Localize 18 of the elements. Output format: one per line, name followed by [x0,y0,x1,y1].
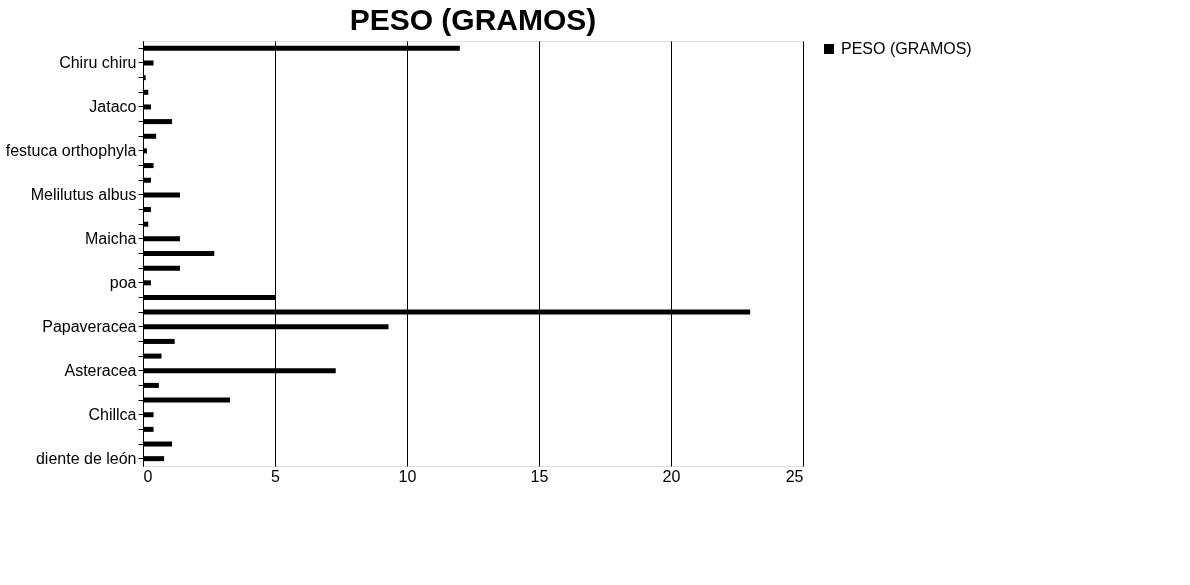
chart-title: PESO (GRAMOS) [349,2,597,36]
y-tick-label: Jataco [89,97,137,115]
legend-label: PESO (GRAMOS) [841,40,972,57]
y-tick-label: festuca orthophyla [5,141,137,159]
x-tick-label: 20 [662,467,681,485]
y-tick-label: Chiru chiru [59,53,137,71]
x-tick-label: 15 [530,467,549,485]
x-tick-label: 5 [271,467,281,485]
y-tick-label: poa [109,273,137,291]
y-tick-label: Melilutus albus [30,185,137,203]
x-tick-label: 10 [398,467,417,485]
y-tick-label: Chillca [88,405,137,423]
x-tick-label: 25 [785,467,804,485]
y-tick-label: Papaveracea [42,317,137,335]
y-tick-label: Asteracea [64,361,137,379]
y-tick-label: Maicha [84,229,137,247]
y-tick-label: diente de león [35,449,137,467]
x-tick-label: 0 [143,467,153,485]
